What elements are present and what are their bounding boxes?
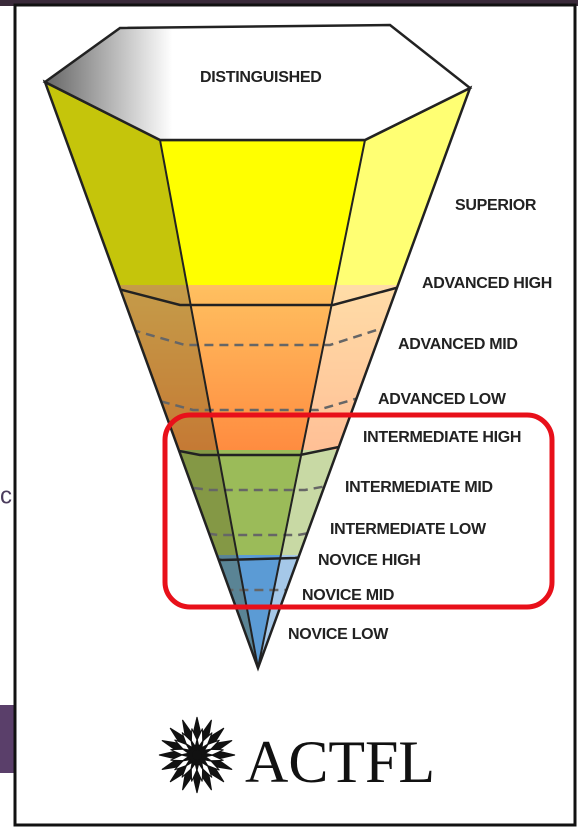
page: ACTFL c DISTINGUISHED SUPERIOR ADVANCED HI… (0, 0, 578, 829)
level-label: NOVICE LOW (288, 626, 389, 643)
side-text: c (0, 482, 12, 509)
level-label: NOVICE MID (302, 587, 394, 604)
logo-icon (159, 717, 235, 793)
level-label: ADVANCED LOW (378, 391, 507, 408)
level-label: INTERMEDIATE MID (345, 479, 493, 496)
logo-center (192, 750, 202, 760)
logo-text: ACTFL (245, 729, 435, 795)
level-label: SUPERIOR (455, 197, 537, 214)
level-label: INTERMEDIATE HIGH (363, 429, 521, 446)
level-label: ADVANCED MID (398, 336, 518, 353)
level-label: ADVANCED HIGH (422, 275, 552, 292)
level-label: INTERMEDIATE LOW (330, 521, 487, 538)
level-label: DISTINGUISHED (200, 69, 321, 86)
level-label: NOVICE HIGH (318, 552, 421, 569)
